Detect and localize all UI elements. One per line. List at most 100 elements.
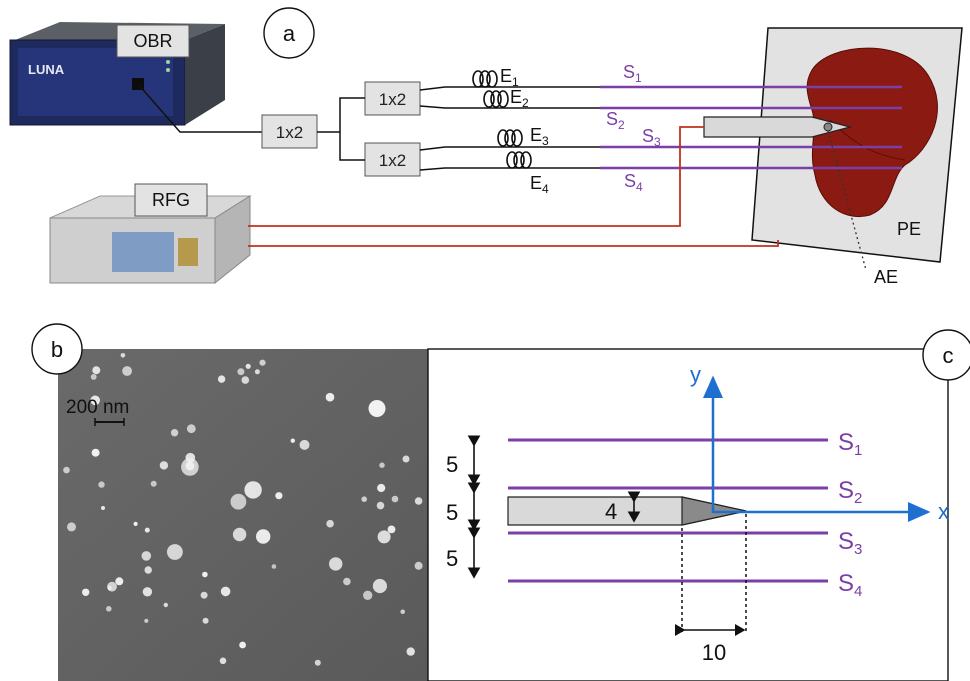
nanoparticles xyxy=(63,353,423,666)
nanoparticle xyxy=(170,429,179,437)
nanoparticle xyxy=(241,376,250,384)
nanoparticle xyxy=(144,527,150,533)
rfg-label: RFG xyxy=(152,190,190,210)
nanoparticle xyxy=(185,461,195,471)
nanoparticle xyxy=(230,493,247,510)
nanoparticle xyxy=(150,480,157,487)
panel-c: c y x S1 S2 S3 S4 5 5 5 4 xyxy=(427,329,970,681)
nanoparticle xyxy=(290,438,295,443)
panel-a-label: a xyxy=(283,21,296,46)
nanoparticle xyxy=(200,591,208,599)
e1-label: E1 xyxy=(500,66,519,89)
nanoparticle xyxy=(259,359,266,366)
nanoparticle xyxy=(159,461,169,470)
nanoparticle xyxy=(368,400,386,417)
tissue-sample xyxy=(806,47,938,217)
nanoparticle xyxy=(202,571,208,578)
nanoparticle xyxy=(106,606,112,612)
nanoparticle xyxy=(120,353,126,358)
luna-logo: LUNA xyxy=(28,62,65,77)
nanoparticle xyxy=(400,609,406,615)
fiber-coils xyxy=(472,70,532,169)
e2-label: E2 xyxy=(510,87,529,110)
e4-label: E4 xyxy=(530,173,549,196)
nanoparticle xyxy=(92,366,101,375)
nanoparticle xyxy=(314,659,321,666)
nanoparticle xyxy=(271,564,277,569)
ablation-electrode xyxy=(703,116,853,138)
ae-pointer xyxy=(827,130,867,271)
nanoparticle xyxy=(376,501,385,510)
nanoparticle xyxy=(387,525,396,534)
nanoparticle xyxy=(239,641,247,649)
nanoparticle xyxy=(414,497,423,505)
nanoparticle xyxy=(142,587,153,597)
nanoparticle xyxy=(325,392,335,402)
nanoparticle xyxy=(82,588,90,596)
s3-label-c: S3 xyxy=(838,528,862,558)
nanoparticle xyxy=(361,496,368,503)
obr-label: OBR xyxy=(133,31,172,51)
pe-label: PE xyxy=(897,219,921,239)
e3-label: E3 xyxy=(530,125,549,148)
sem-image xyxy=(58,349,428,681)
nanoparticle xyxy=(414,561,423,570)
nanoparticle xyxy=(122,366,132,376)
nanoparticle xyxy=(232,527,247,542)
nanoparticle xyxy=(372,578,387,594)
fiber-lines xyxy=(419,86,600,171)
rfg-label-box xyxy=(134,183,208,217)
obr-label-box xyxy=(116,24,190,58)
nanoparticle xyxy=(220,586,231,597)
s4-label-c: S4 xyxy=(838,570,862,600)
nanoparticle xyxy=(91,448,100,457)
s2-label-c: S2 xyxy=(838,477,862,507)
s1-label-c: S1 xyxy=(838,429,862,459)
spacing-dimensions xyxy=(467,435,641,579)
nanoparticle xyxy=(377,483,386,493)
sensor-fibers-a xyxy=(600,85,902,170)
nanoparticle xyxy=(163,602,168,608)
x-axis-label: x xyxy=(938,499,949,524)
nanoparticle xyxy=(115,577,124,586)
nanoparticle xyxy=(256,529,271,544)
nanoparticle xyxy=(244,481,262,499)
panel-a: LUNA OBR RFG a 1x2 1x2 1x2 xyxy=(9,7,963,287)
panel-c-badge xyxy=(922,329,970,381)
nanoparticle xyxy=(90,395,100,406)
nanoparticle xyxy=(245,363,251,369)
s2-label-a: S2 xyxy=(606,109,625,132)
nanoparticle xyxy=(219,657,227,665)
ae-label: AE xyxy=(874,267,898,287)
s4-label-a: S4 xyxy=(624,171,643,194)
scale-bar-label: 200 nm xyxy=(66,397,129,418)
nanoparticle xyxy=(254,369,260,375)
nanoparticle xyxy=(379,462,385,468)
splitter-main xyxy=(261,114,318,149)
panel-b: 200 nm b xyxy=(31,323,428,681)
nanoparticle xyxy=(144,618,149,623)
y-axis-label: y xyxy=(690,362,701,387)
dim-4-needle: 4 xyxy=(605,499,617,524)
nanoparticle xyxy=(141,551,152,561)
nanoparticle xyxy=(98,481,105,488)
dim-5-top: 5 xyxy=(446,452,458,477)
panel-a-badge xyxy=(263,7,315,59)
nanoparticle xyxy=(343,577,351,586)
nanoparticle xyxy=(63,466,70,474)
panel-b-label: b xyxy=(51,337,63,362)
nanoparticle xyxy=(406,647,415,656)
splitter-main-label: 1x2 xyxy=(276,123,303,142)
dim-5-bottom: 5 xyxy=(446,546,458,571)
splitter-top xyxy=(364,81,421,116)
nanoparticle xyxy=(90,374,97,380)
splitter-bottom-label: 1x2 xyxy=(379,151,406,170)
dim-10-tip: 10 xyxy=(702,640,726,665)
nanoparticle xyxy=(363,590,373,600)
s1-label-a: S1 xyxy=(623,62,642,85)
splitter-top-label: 1x2 xyxy=(379,90,406,109)
nanoparticle xyxy=(133,521,138,527)
nanoparticle xyxy=(329,557,343,571)
obr-fiber xyxy=(137,83,262,133)
rf-wires xyxy=(248,126,779,247)
